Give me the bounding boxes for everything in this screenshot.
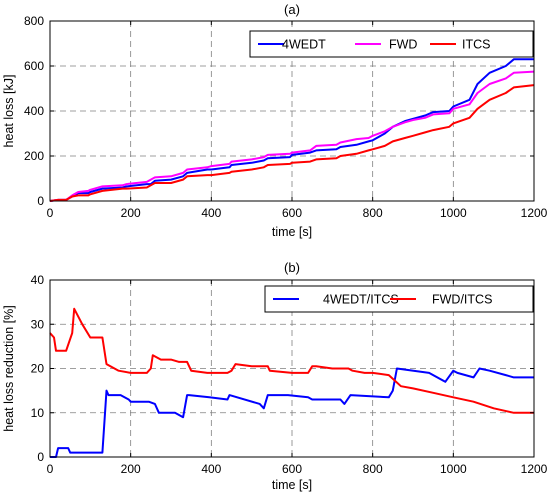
panel-b-series-4wedt-itcs [50, 367, 534, 458]
panel-a-ytick-label: 400 [24, 104, 44, 118]
panel-b-title: (b) [284, 260, 300, 275]
panel-a-legend-label: ITCS [462, 38, 490, 52]
panel-b-xtick-label: 600 [282, 462, 302, 476]
panel-a-ytick-label: 0 [37, 194, 44, 208]
panel-a-legend-label: 4WEDT [282, 38, 326, 52]
panel-a-ytick-label: 600 [24, 59, 44, 73]
panel-a-xtick-label: 400 [201, 206, 221, 220]
panel-a-xtick-label: 1000 [440, 206, 467, 220]
panel-a-legend [249, 30, 534, 58]
panel-b-xtick-label: 400 [201, 462, 221, 476]
panel-b-ytick-label: 0 [37, 450, 44, 464]
panel-a-xtick-label: 0 [47, 206, 54, 220]
panel-a-xtick-label: 800 [363, 206, 383, 220]
panel-b-xtick-label: 1200 [521, 462, 548, 476]
panel-b-series-fwd-itcs [49, 307, 534, 414]
panel-b-ylabel: heat loss reduction [%] [2, 305, 16, 431]
panel-b-xlabel: time [s] [272, 478, 312, 492]
panel-a-xtick-label: 1200 [521, 206, 548, 220]
panel-a-xtick-label: 600 [282, 206, 302, 220]
panel-b-legend-label: 4WEDT/ITCS [323, 293, 399, 307]
panel-b-ytick-label: 20 [31, 362, 45, 376]
panel-a-legend-label: FWD [389, 38, 417, 52]
panel-b-legend-label: FWD/ITCS [432, 293, 492, 307]
panel-a-xtick-label: 200 [121, 206, 141, 220]
panel-a-ytick-label: 800 [24, 14, 44, 28]
panel-a-series-4wedt [49, 58, 534, 202]
panel-b-xtick-label: 200 [121, 462, 141, 476]
panel-b-ytick-label: 40 [31, 273, 45, 287]
panel-b-ytick-label: 30 [31, 317, 45, 331]
panel-a-ytick-label: 200 [24, 149, 44, 163]
panel-b-xtick-label: 1000 [440, 462, 467, 476]
panel-a-title: (a) [284, 2, 300, 17]
panel-b-xtick-label: 0 [47, 462, 54, 476]
panel-a-series-itcs [49, 84, 535, 202]
panel-b-xtick-label: 800 [363, 462, 383, 476]
panel-a-xlabel: time [s] [272, 225, 312, 239]
panel-a-series-fwd [49, 70, 535, 202]
panel-a-ylabel: heat loss [kJ] [2, 75, 16, 148]
panel-b-ytick-label: 10 [31, 406, 45, 420]
